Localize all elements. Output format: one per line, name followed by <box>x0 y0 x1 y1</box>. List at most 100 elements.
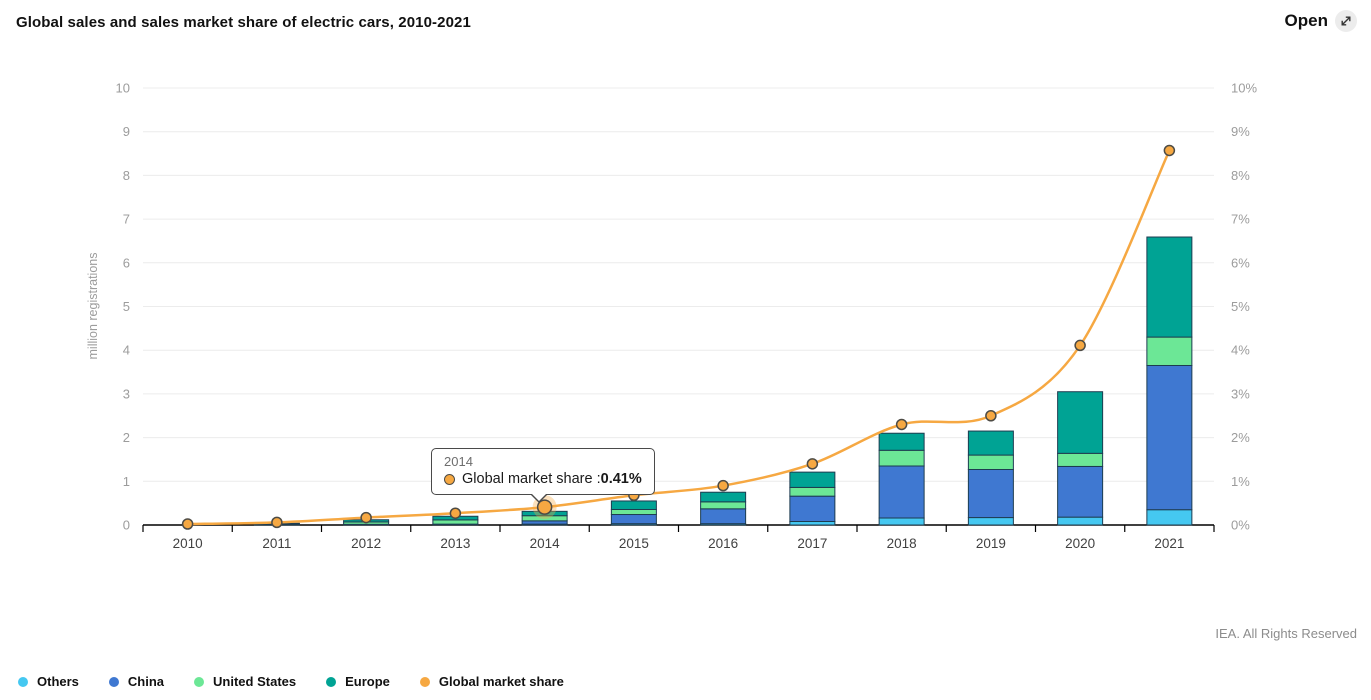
market-share-point[interactable] <box>360 511 372 524</box>
x-axis-label: 2014 <box>530 536 561 551</box>
legend: Others China United States Europe Global mar… <box>18 674 564 689</box>
legend-dot <box>18 676 28 687</box>
bar-segment-united-states[interactable] <box>1146 336 1193 366</box>
market-share-point[interactable] <box>895 418 908 431</box>
market-share-point[interactable] <box>271 516 283 529</box>
bar-segment-others[interactable] <box>1057 516 1104 526</box>
x-axis-label: 2011 <box>262 536 291 551</box>
x-axis-label: 2017 <box>797 536 827 551</box>
bar-segment-china[interactable] <box>878 465 925 519</box>
legend-dot <box>194 676 205 687</box>
y-axis-tick-right: 10% <box>1231 81 1257 96</box>
copyright-text: IEA. All Rights Reserved <box>1215 626 1357 641</box>
y-axis-tick-left: 10 <box>116 81 130 96</box>
y-axis-tick-right: 1% <box>1231 474 1250 489</box>
y-axis-tick-left: 3 <box>123 386 130 401</box>
bar-segment-united-states[interactable] <box>1057 452 1104 467</box>
bar-segment-united-states[interactable] <box>789 486 836 497</box>
legend-dot <box>108 676 119 687</box>
x-axis-label: 2021 <box>1154 536 1184 551</box>
legend-label: China <box>127 674 165 689</box>
legend-item-europe[interactable]: Europe <box>326 674 390 689</box>
legend-item-china[interactable]: China <box>108 674 165 689</box>
legend-item-others[interactable]: Others <box>18 674 79 689</box>
market-share-point[interactable] <box>806 458 819 470</box>
tooltip-row: Global market share : 0.41% <box>444 471 642 487</box>
y-axis-tick-left: 0 <box>123 518 130 533</box>
bar-segment-china[interactable] <box>610 514 657 525</box>
bar-segment-china[interactable] <box>1057 465 1104 518</box>
bar-segment-united-states[interactable] <box>878 449 925 467</box>
open-button-label: Open <box>1284 11 1328 30</box>
y-axis-tick-right: 8% <box>1231 168 1250 183</box>
bar-segment-china[interactable] <box>789 495 836 523</box>
x-axis-label: 2019 <box>976 536 1006 551</box>
tooltip: 2014 Global market share : 0.41% <box>431 448 655 503</box>
y-axis-tick-left: 1 <box>123 474 130 489</box>
y-axis-tick-right: 3% <box>1231 386 1250 401</box>
market-share-point[interactable] <box>1074 339 1086 352</box>
y-axis-title: million registrations <box>86 253 100 360</box>
bar-segment-united-states[interactable] <box>610 508 657 516</box>
market-share-point[interactable] <box>717 479 729 492</box>
legend-label: Global market share <box>438 674 564 689</box>
y-axis-tick-left: 7 <box>123 212 130 227</box>
y-axis-tick-right: 2% <box>1231 430 1250 445</box>
y-axis-tick-left: 5 <box>123 299 130 314</box>
bar-segment-china[interactable] <box>967 469 1014 519</box>
y-axis-tick-left: 9 <box>123 124 130 139</box>
legend-item-united-states[interactable]: United States <box>194 674 296 689</box>
y-axis-tick-left: 6 <box>123 255 130 270</box>
x-axis-label: 2020 <box>1065 536 1095 551</box>
legend-label: Others <box>37 674 79 689</box>
bar-segment-europe[interactable] <box>1146 236 1193 338</box>
market-share-point[interactable] <box>449 507 462 519</box>
market-share-point[interactable] <box>181 518 194 530</box>
legend-label: Europe <box>345 674 390 689</box>
x-axis-label: 2010 <box>173 536 203 551</box>
tooltip-value: 0.41% <box>600 471 642 487</box>
y-axis-tick-right: 9% <box>1231 124 1250 139</box>
market-share-point[interactable] <box>1163 144 1176 157</box>
x-axis-label: 2018 <box>887 536 917 551</box>
y-axis-tick-left: 8 <box>123 168 130 183</box>
bar-segment-europe[interactable] <box>1057 391 1104 454</box>
y-axis-tick-left: 2 <box>123 430 130 445</box>
x-axis-label: 2013 <box>440 536 470 551</box>
bar-segment-europe[interactable] <box>789 471 836 488</box>
y-axis-tick-right: 4% <box>1231 343 1250 358</box>
bar-segment-united-states[interactable] <box>700 501 747 510</box>
tooltip-year: 2014 <box>444 454 473 469</box>
bar-segment-others[interactable] <box>1146 509 1193 526</box>
bar-segment-united-states[interactable] <box>432 519 479 525</box>
chart-canvas[interactable]: 0 1 2 3 4 5 6 7 8 9 10 0% 1% 2% 3% 4% 5% 6% 7% 8% 9% 10% milli… <box>0 0 1371 660</box>
external-link-icon <box>1335 10 1357 32</box>
y-axis-tick-right: 0% <box>1231 518 1250 533</box>
x-axis-label: 2012 <box>351 536 381 551</box>
bar-segment-europe[interactable] <box>700 491 747 503</box>
bar-segment-europe[interactable] <box>967 430 1014 456</box>
y-axis-tick-left: 4 <box>123 343 130 358</box>
bar-segment-china[interactable] <box>700 508 747 525</box>
bar-segment-others[interactable] <box>967 517 1014 526</box>
y-axis-tick-right: 5% <box>1231 299 1250 314</box>
bar-segment-united-states[interactable] <box>967 454 1014 471</box>
market-share-line <box>187 149 1171 526</box>
page-title: Global sales and sales market share of e… <box>16 14 471 31</box>
legend-dot <box>326 676 337 687</box>
tooltip-marker-icon <box>444 473 455 485</box>
x-axis-label: 2015 <box>619 536 649 551</box>
tooltip-series-label: Global market share : <box>462 471 601 487</box>
bar-segment-others[interactable] <box>878 517 925 526</box>
y-axis-tick-right: 7% <box>1231 212 1250 227</box>
open-button[interactable]: Open <box>1285 10 1357 32</box>
market-share-point[interactable] <box>985 410 997 422</box>
bar-segment-europe[interactable] <box>878 432 925 451</box>
bar-segment-china[interactable] <box>1146 364 1193 511</box>
x-axis-label: 2016 <box>708 536 738 551</box>
y-axis-tick-right: 6% <box>1231 255 1250 270</box>
bar-segment-europe[interactable] <box>610 500 657 510</box>
legend-item-global-market-share[interactable]: Global market share <box>419 674 564 689</box>
bar-segment-others[interactable] <box>789 521 836 526</box>
